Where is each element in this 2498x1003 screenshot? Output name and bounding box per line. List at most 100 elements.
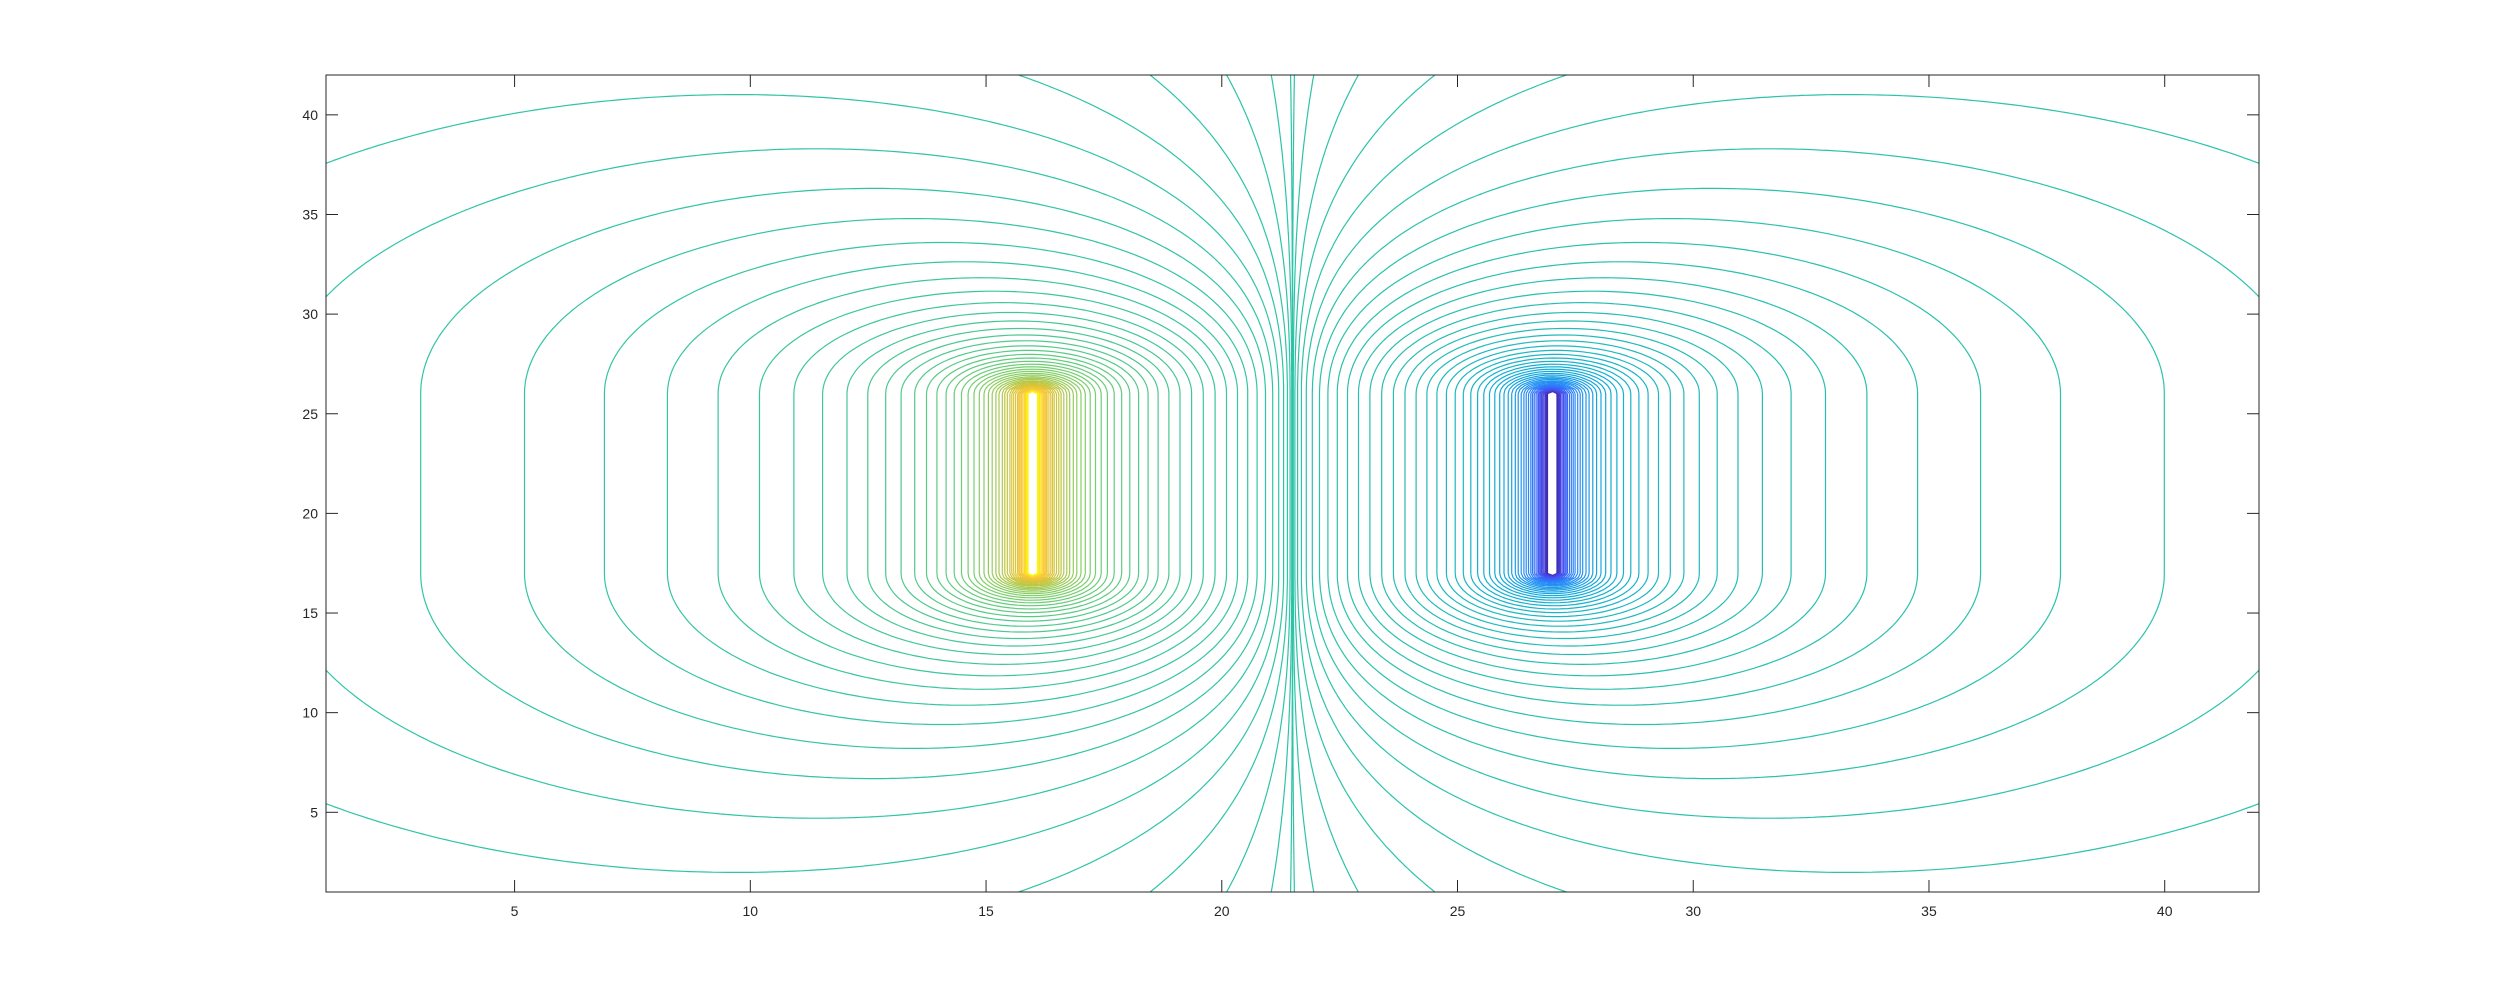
contour-level-41 [1327,218,2062,749]
contour-level-59 [603,241,1249,726]
contour-level-55 [326,94,1280,873]
contour-level-26 [1477,360,1632,607]
y-tick-label: 35 [302,206,318,222]
contour-level-32 [1426,334,1700,633]
contour-level-45 [1300,75,1567,892]
contour-level-62 [758,290,1216,677]
contour-level-56 [326,148,1274,819]
contour-level-63 [793,302,1204,665]
contour-level-27 [1470,357,1640,610]
contour-level-51 [1270,75,1293,892]
contour-level-11 [1531,385,1572,582]
contour-level-6 [1539,388,1564,579]
x-tick-label: 30 [1685,903,1701,919]
y-tick-label: 20 [302,505,318,521]
contour-level-91 [1018,387,1048,580]
contour-level-42 [1318,187,2165,780]
y-tick-label: 10 [302,705,318,721]
contour-level-69 [914,345,1140,622]
contour-level-13 [1527,383,1576,584]
contour-level-88 [1013,385,1054,582]
contour-level-99 [1027,391,1039,576]
contour-level-43 [1311,148,2259,819]
contour-level-87 [1011,384,1055,583]
contour-level-5 [1540,389,1563,578]
contour-level-50 [1290,75,1293,892]
contour-level-81 [995,377,1071,590]
contour-level-58 [523,218,1258,749]
contour-level-10 [1533,385,1570,582]
y-tick-label: 30 [302,306,318,322]
contour-level-84 [1004,381,1062,586]
contour-level-14 [1525,382,1579,585]
contour-level-38 [1357,277,1868,690]
contour-level-12 [1530,384,1574,583]
contour-level-80 [991,376,1074,591]
contour-level-79 [987,374,1078,593]
contour-level-18 [1514,377,1590,590]
contour-level-57 [420,187,1267,780]
contour-level-22 [1499,370,1607,597]
y-tick-label: 25 [302,406,318,422]
contour-level-34 [1404,320,1739,647]
contour-level-75 [967,366,1097,601]
contour-level-37 [1369,290,1827,677]
contour-level-47 [1294,75,1359,892]
contour-level-89 [1015,385,1052,582]
contour-level-29 [1454,349,1660,618]
contour-level-31 [1436,340,1685,627]
x-tick-label: 25 [1450,903,1466,919]
contour-level-33 [1415,327,1718,640]
contour-level-90 [1017,386,1050,581]
contour-level-67 [885,334,1159,633]
contour-level-7 [1538,387,1566,580]
contour-level-25 [1483,363,1625,604]
y-tick-label: 5 [310,804,318,820]
contour-level-20 [1507,374,1598,593]
contour-level-35 [1392,311,1763,656]
y-tick-label: 15 [302,605,318,621]
contour-level-44 [1305,94,2259,873]
contour-level-16 [1520,380,1584,587]
contour-level-92 [1019,387,1047,580]
contour-lines [326,75,2259,892]
x-tick-label: 10 [743,903,759,919]
contour-level-39 [1346,261,1919,706]
contour-level-70 [925,349,1131,618]
contour-level-85 [1006,382,1060,585]
x-tick-label: 15 [978,903,994,919]
contour-level-60 [666,261,1239,706]
x-tick-label: 20 [1214,903,1230,919]
x-tick-label: 5 [511,903,519,919]
contour-level-68 [900,340,1149,627]
contour-level-3 [1543,389,1561,578]
y-tick-label: 40 [302,107,318,123]
contour-level-83 [1001,380,1065,587]
contour-level-24 [1488,366,1618,601]
contour-level-40 [1336,241,1982,726]
contour-level-52 [1226,75,1291,892]
contour-level-65 [846,320,1181,647]
contour-level-46 [1297,75,1436,892]
contour-level-77 [978,370,1086,597]
x-tick-label: 40 [2157,903,2173,919]
contour-level-4 [1542,389,1562,578]
source-lines [1031,393,1554,574]
contour-level-8 [1537,387,1567,580]
contour-level-74 [960,363,1102,604]
y-axis-ticks: 5 10 15 20 25 30 35 40 [302,107,2259,820]
contour-level-30 [1445,345,1671,622]
contour-level-36 [1381,302,1792,665]
contour-level-71 [936,353,1123,614]
contour-level-76 [973,368,1091,599]
contour-level-15 [1523,381,1581,586]
x-axis-ticks: 5 10 15 20 25 30 35 40 [511,75,2173,919]
contour-level-72 [945,357,1115,610]
contour-level-54 [1018,75,1285,892]
contour-level-78 [983,372,1082,595]
contour-level-73 [953,360,1108,607]
contour-level-93 [1021,388,1046,579]
contour-level-17 [1517,378,1587,589]
contour-level-64 [822,311,1193,656]
